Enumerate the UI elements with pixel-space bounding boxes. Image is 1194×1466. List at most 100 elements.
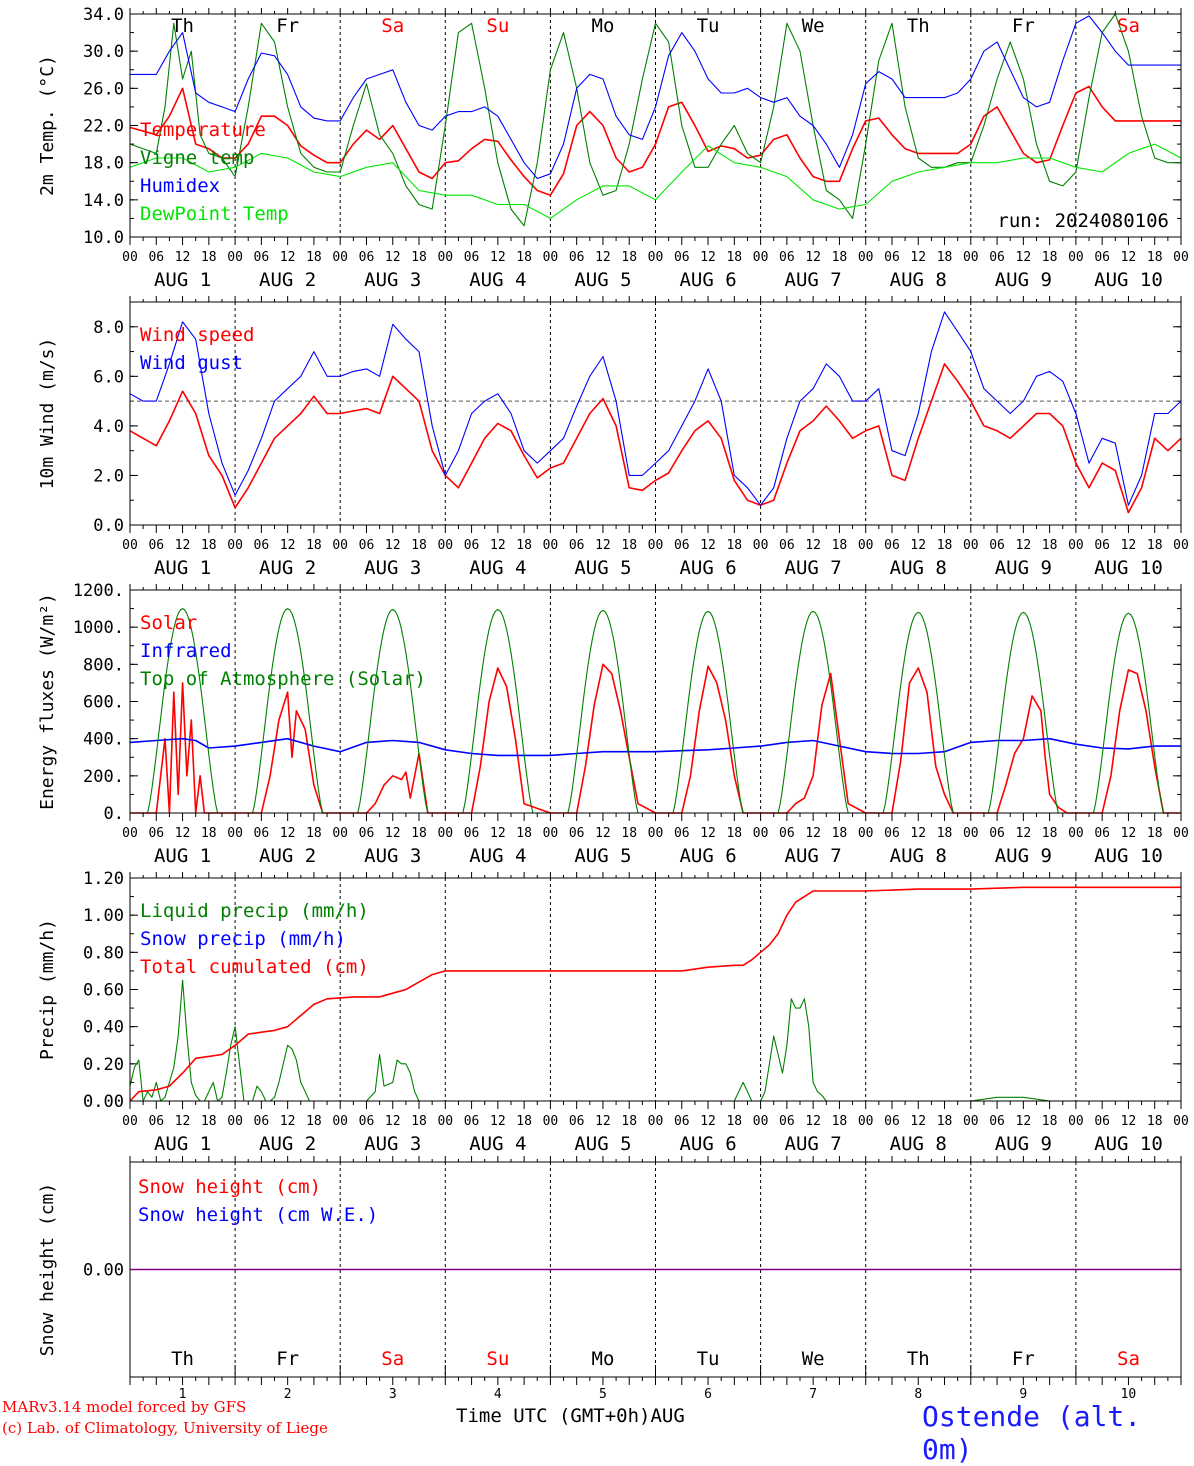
hour-tick-label: 06 (884, 538, 900, 553)
day-label: AUG 1 (154, 845, 211, 867)
series-line (130, 15, 1181, 180)
hour-tick-label: 06 (569, 1114, 585, 1129)
hour-tick-label: 00 (332, 1114, 348, 1129)
hour-tick-label: 00 (543, 250, 559, 265)
hour-tick-label: 18 (1042, 538, 1058, 553)
y-tick-label: 0.0 (93, 516, 124, 536)
hour-tick-label: 18 (621, 1114, 637, 1129)
hour-tick-label: 06 (1094, 250, 1110, 265)
hour-tick-label: 00 (437, 538, 453, 553)
day-label: AUG 9 (995, 845, 1052, 867)
day-label: AUG 1 (154, 557, 211, 579)
day-label: AUG 4 (469, 269, 526, 291)
hour-tick-label: 00 (122, 538, 138, 553)
hour-tick-label: 00 (1173, 826, 1189, 841)
hour-tick-label: 18 (937, 826, 953, 841)
series-line (129, 13, 1181, 227)
hour-tick-label: 18 (1042, 250, 1058, 265)
hour-tick-label: 06 (359, 1114, 375, 1129)
day-label: AUG 8 (890, 557, 947, 579)
day-label: AUG 5 (574, 269, 631, 291)
y-tick-label: 600. (83, 693, 124, 713)
station-name: Ostende (alt. 0m) (922, 1400, 1142, 1466)
chart-panel: 0.00 0.20 0.40 0.60 0.80 1.00 1.20 Liquid preci… (37, 869, 1189, 1155)
hour-tick-label: 18 (306, 826, 322, 841)
y-tick-label: 1.20 (83, 869, 124, 889)
day-label: AUG 3 (364, 845, 421, 867)
hour-tick-label: 12 (700, 250, 716, 265)
hour-tick-label: 06 (674, 538, 690, 553)
hour-tick-label: 12 (805, 250, 821, 265)
hour-tick-label: 12 (805, 1114, 821, 1129)
y-axis-title: 10m Wind (m/s) (37, 338, 58, 490)
day-label: AUG 1 (154, 269, 211, 291)
hour-tick-label: 18 (832, 1114, 848, 1129)
day-of-week-label: Mo (592, 15, 615, 37)
hour-tick-label: 18 (621, 250, 637, 265)
legend-entry: Infrared (140, 640, 232, 662)
hour-tick-label: 06 (464, 1114, 480, 1129)
hour-tick-label: 00 (753, 826, 769, 841)
hour-tick-label: 18 (937, 538, 953, 553)
day-of-week-label: Th (171, 15, 194, 37)
hour-tick-label: 06 (569, 826, 585, 841)
y-tick-label: 8.0 (93, 318, 124, 338)
hour-tick-label: 06 (359, 826, 375, 841)
hour-tick-label: 06 (779, 538, 795, 553)
hour-tick-label: 00 (1173, 538, 1189, 553)
hour-tick-label: 00 (858, 826, 874, 841)
y-axis-title: Snow height (cm) (37, 1183, 58, 1356)
chart-panel: 0.0 2.0 4.0 6.0 8.0 Wind speed Wind gust 10m Wi… (37, 296, 1189, 579)
y-tick-label: 0. (104, 804, 124, 824)
day-label: AUG 8 (890, 1133, 947, 1155)
y-tick-label: 4.0 (93, 417, 124, 437)
run-label: run: 2024080106 (997, 210, 1169, 232)
y-tick-label: 0.00 (83, 1092, 124, 1112)
day-number-label: 3 (389, 1387, 397, 1402)
hour-tick-label: 18 (516, 826, 532, 841)
hour-tick-label: 12 (490, 538, 506, 553)
y-tick-label: 2.0 (93, 466, 124, 486)
hour-tick-label: 18 (411, 250, 427, 265)
hour-tick-label: 18 (832, 826, 848, 841)
day-of-week-label: Su (486, 15, 509, 37)
hour-tick-label: 18 (1147, 250, 1163, 265)
hour-tick-label: 12 (805, 826, 821, 841)
hour-tick-label: 00 (122, 250, 138, 265)
hour-tick-label: 18 (306, 538, 322, 553)
day-label: AUG 4 (469, 557, 526, 579)
legend-entry: Solar (140, 612, 197, 634)
day-label: AUG 9 (995, 557, 1052, 579)
model-credit: MARv3.14 model forced by GFS (2, 1398, 247, 1416)
hour-tick-label: 18 (726, 1114, 742, 1129)
hour-tick-label: 12 (910, 1114, 926, 1129)
hour-tick-label: 18 (411, 826, 427, 841)
day-number-label: 7 (809, 1387, 817, 1402)
hour-tick-label: 12 (385, 250, 401, 265)
day-number-label: 2 (284, 1387, 292, 1402)
hour-tick-label: 12 (175, 826, 191, 841)
day-number-label: 4 (494, 1387, 502, 1402)
day-label: AUG 5 (574, 557, 631, 579)
legend-entry: Snow height (cm W.E.) (138, 1204, 378, 1226)
hour-tick-label: 12 (700, 826, 716, 841)
hour-tick-label: 12 (700, 1114, 716, 1129)
hour-tick-label: 12 (595, 1114, 611, 1129)
hour-tick-label: 12 (910, 826, 926, 841)
hour-tick-label: 18 (516, 1114, 532, 1129)
day-label: AUG 2 (259, 845, 316, 867)
hour-tick-label: 12 (175, 250, 191, 265)
hour-tick-label: 06 (674, 826, 690, 841)
hour-tick-label: 06 (1094, 538, 1110, 553)
y-tick-label: 0.80 (83, 943, 124, 963)
hour-tick-label: 00 (753, 1114, 769, 1129)
day-label: AUG 3 (364, 1133, 421, 1155)
hour-tick-label: 12 (385, 826, 401, 841)
hour-tick-label: 00 (543, 826, 559, 841)
y-tick-label: 0.20 (83, 1055, 124, 1075)
hour-tick-label: 12 (1121, 1114, 1137, 1129)
hour-tick-label: 00 (1068, 250, 1084, 265)
hour-tick-label: 00 (1068, 538, 1084, 553)
day-of-week-label: Su (486, 1348, 509, 1370)
legend-entry: DewPoint Temp (140, 203, 289, 225)
